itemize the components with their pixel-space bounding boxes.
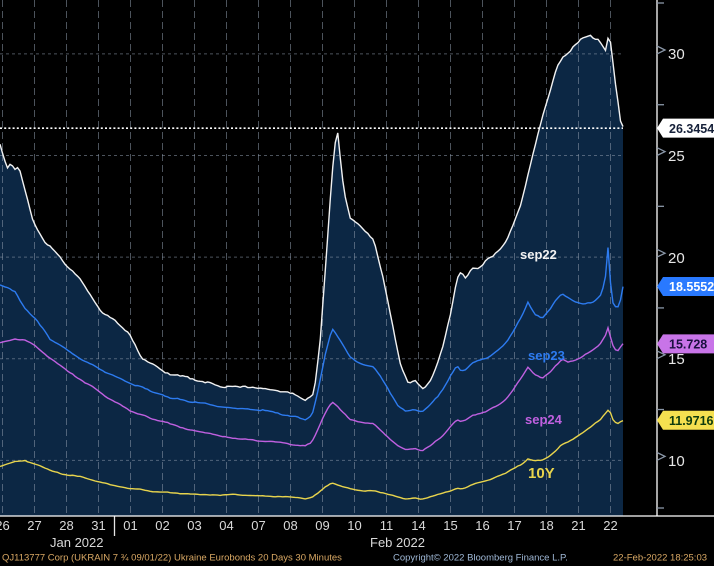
svg-text:08: 08 bbox=[283, 518, 297, 533]
svg-text:Jan 2022: Jan 2022 bbox=[50, 535, 104, 550]
svg-text:15: 15 bbox=[443, 518, 457, 533]
svg-text:Feb 2022: Feb 2022 bbox=[370, 535, 425, 550]
svg-text:11: 11 bbox=[380, 518, 394, 533]
svg-text:27: 27 bbox=[27, 518, 41, 533]
svg-text:16: 16 bbox=[475, 518, 489, 533]
svg-text:01: 01 bbox=[123, 518, 137, 533]
svg-text:sep24: sep24 bbox=[525, 412, 563, 427]
svg-text:sep22: sep22 bbox=[520, 247, 557, 262]
svg-text:10: 10 bbox=[347, 518, 361, 533]
svg-text:18.5552: 18.5552 bbox=[669, 280, 714, 294]
svg-text:sep23: sep23 bbox=[528, 348, 565, 363]
svg-text:21: 21 bbox=[571, 518, 585, 533]
svg-text:QJ113777 Corp (UKRAIN 7 ¾ 09/0: QJ113777 Corp (UKRAIN 7 ¾ 09/01/22) Ukra… bbox=[2, 553, 342, 564]
svg-text:22-Feb-2022 18:25:03: 22-Feb-2022 18:25:03 bbox=[613, 553, 707, 564]
svg-text:20: 20 bbox=[668, 250, 685, 267]
svg-text:07: 07 bbox=[251, 518, 265, 533]
svg-text:31: 31 bbox=[91, 518, 105, 533]
svg-text:15.728: 15.728 bbox=[669, 338, 707, 352]
svg-text:28: 28 bbox=[59, 518, 73, 533]
svg-text:04: 04 bbox=[219, 518, 233, 533]
svg-text:Copyright© 2022 Bloomberg Fina: Copyright© 2022 Bloomberg Finance L.P. bbox=[393, 553, 568, 564]
svg-text:25: 25 bbox=[668, 148, 685, 165]
svg-text:30: 30 bbox=[668, 46, 685, 63]
svg-text:09: 09 bbox=[315, 518, 329, 533]
svg-text:14: 14 bbox=[411, 518, 425, 533]
svg-text:26.3454: 26.3454 bbox=[669, 122, 714, 136]
svg-text:11.9716: 11.9716 bbox=[669, 414, 714, 428]
svg-text:10Y: 10Y bbox=[528, 465, 555, 482]
svg-text:22: 22 bbox=[603, 518, 617, 533]
svg-text:17: 17 bbox=[507, 518, 521, 533]
svg-text:18: 18 bbox=[539, 518, 553, 533]
svg-text:26: 26 bbox=[0, 518, 10, 533]
svg-text:10: 10 bbox=[668, 453, 685, 470]
svg-text:02: 02 bbox=[155, 518, 169, 533]
svg-text:03: 03 bbox=[187, 518, 201, 533]
svg-text:15: 15 bbox=[668, 351, 685, 368]
